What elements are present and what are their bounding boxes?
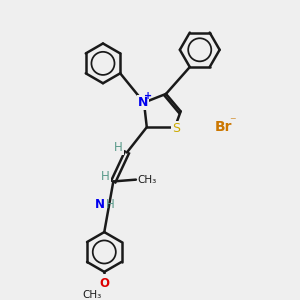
Text: N: N — [95, 199, 105, 212]
Text: O: O — [99, 277, 109, 290]
Text: ⁻: ⁻ — [229, 116, 235, 129]
Text: CH₃: CH₃ — [138, 175, 157, 184]
Text: CH₃: CH₃ — [82, 290, 101, 300]
Text: N: N — [138, 96, 148, 109]
Text: H: H — [101, 169, 110, 182]
Text: +: + — [144, 91, 153, 101]
Text: H: H — [106, 199, 115, 212]
Text: S: S — [172, 122, 180, 135]
Text: Br: Br — [215, 120, 232, 134]
Text: H: H — [114, 142, 123, 154]
